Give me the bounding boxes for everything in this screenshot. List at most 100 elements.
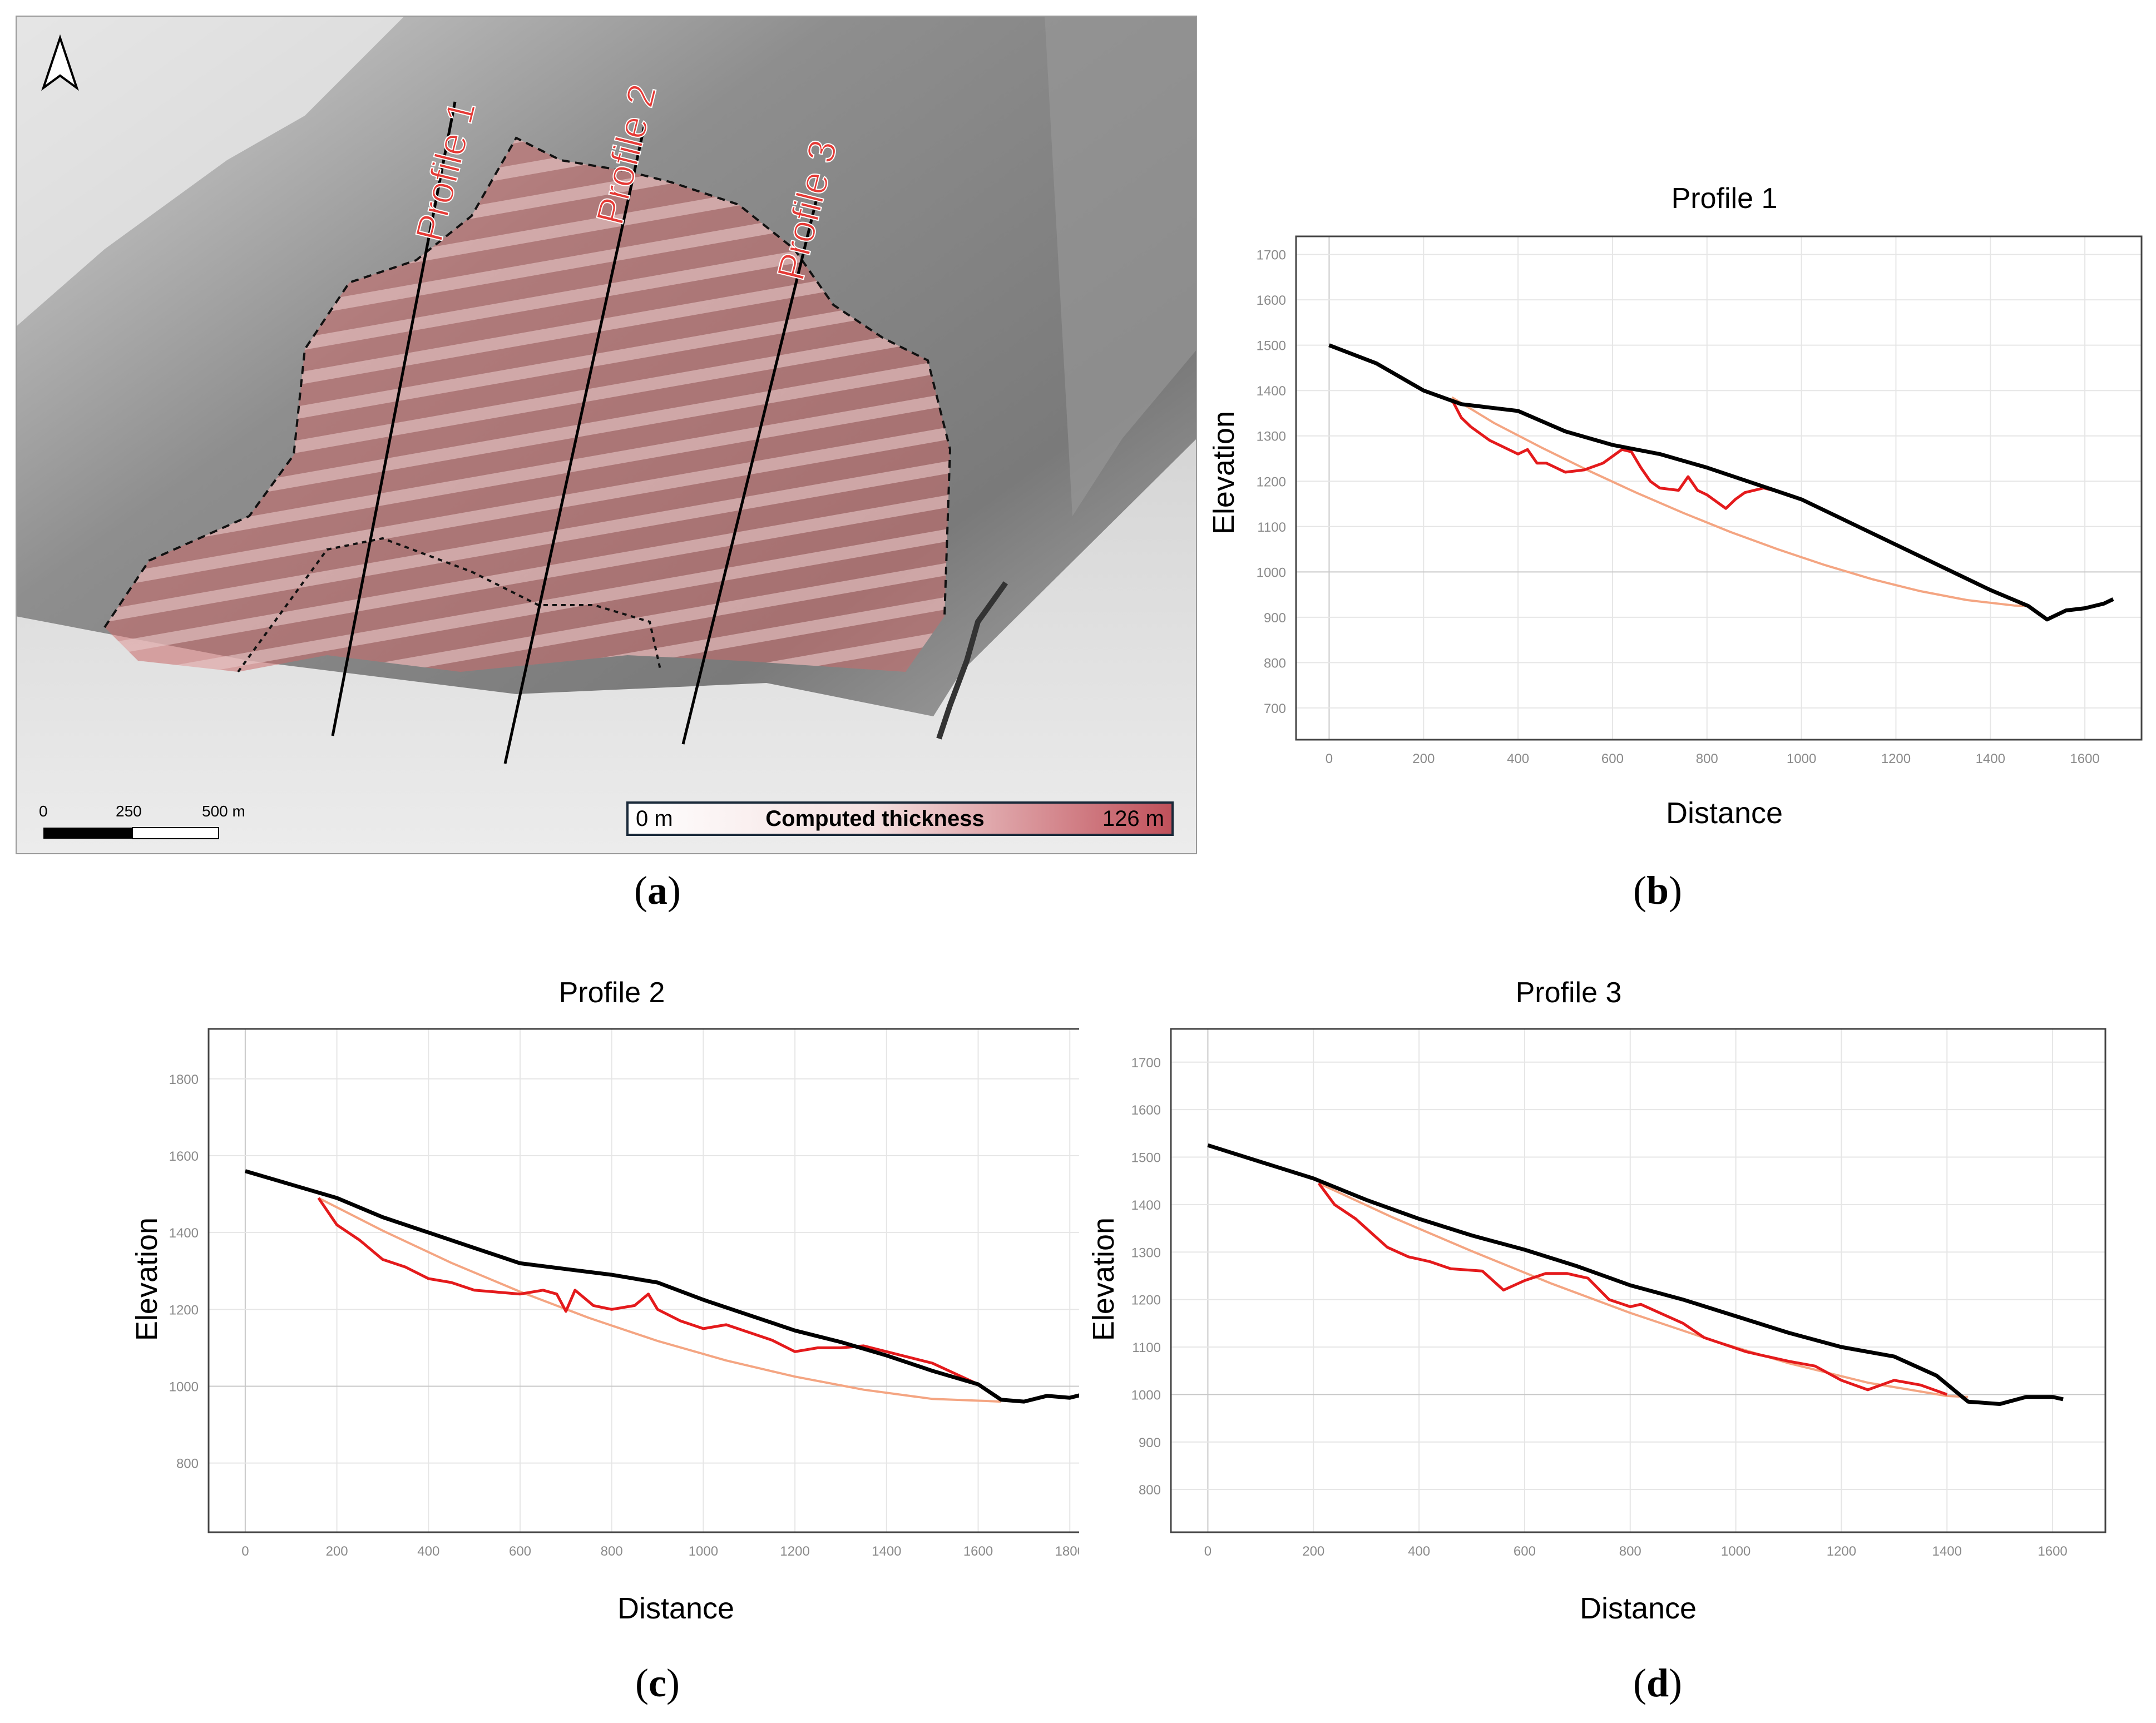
x-tick-label: 1000 [689, 1544, 718, 1559]
y-tick-label: 1400 [1257, 384, 1286, 399]
map-panel: Profile 1 Profile 2 Profile 3 0 250 500 … [16, 16, 1197, 854]
x-tick-label: 400 [417, 1544, 439, 1559]
y-axis-label: Elevation [130, 1217, 164, 1341]
y-tick-label: 1600 [169, 1149, 199, 1164]
x-tick-label: 1000 [1721, 1544, 1750, 1559]
x-tick-label: 1000 [1787, 751, 1816, 766]
y-axis-label: Elevation [1213, 411, 1240, 534]
x-tick-label: 0 [1326, 751, 1333, 766]
y-tick-label: 1200 [1131, 1293, 1161, 1308]
y-tick-label: 700 [1264, 701, 1286, 716]
y-tick-label: 1100 [1257, 520, 1286, 535]
series-line-topography [1328, 343, 2114, 622]
profile-2-line [503, 126, 646, 764]
y-tick-label: 1700 [1131, 1056, 1161, 1071]
series-line-computed-basal-surface [1450, 399, 2029, 607]
x-tick-label: 200 [1412, 751, 1435, 766]
y-tick-label: 1000 [169, 1379, 199, 1394]
x-tick-label: 600 [1514, 1544, 1536, 1559]
x-tick-label: 1400 [1932, 1544, 1962, 1559]
y-tick-label: 1000 [1257, 565, 1286, 580]
x-tick-label: 1400 [872, 1544, 901, 1559]
plot-frame [1170, 1028, 2106, 1533]
profile-3-line [681, 199, 818, 745]
plot-frame [1295, 235, 2143, 741]
profile-1-line [331, 101, 457, 736]
series-line-fitted-surface [1451, 396, 2029, 607]
y-tick-label: 1600 [1131, 1103, 1161, 1118]
y-tick-label: 800 [1264, 656, 1286, 671]
legend-title: Computed thickness [765, 806, 984, 831]
x-tick-label: 1400 [1976, 751, 2005, 766]
north-arrow-icon [41, 34, 79, 91]
x-tick-label: 600 [509, 1544, 531, 1559]
series-line-topography [1207, 1143, 2064, 1406]
y-tick-label: 1500 [1257, 339, 1286, 354]
series-line-topography [244, 1169, 1107, 1404]
x-tick-label: 800 [1696, 751, 1718, 766]
y-tick-label: 900 [1139, 1435, 1161, 1450]
valley-floor [16, 438, 1197, 854]
chart-title: Profile 1 [1672, 184, 1778, 215]
legend-max-label: 126 m [1102, 806, 1164, 831]
x-tick-label: 800 [601, 1544, 623, 1559]
scale-bar: 0 250 500 m [39, 803, 245, 839]
y-tick-label: 900 [1264, 611, 1286, 626]
inner-boundary [237, 537, 662, 673]
hillshade-map: Profile 1 Profile 2 Profile 3 0 250 500 … [16, 16, 1197, 854]
x-tick-label: 0 [1204, 1544, 1211, 1559]
y-tick-label: 1200 [1257, 474, 1286, 489]
chart-title: Profile 3 [1516, 979, 1622, 1009]
upper-slope-light [16, 16, 405, 327]
scale-label-500: 500 m [202, 803, 245, 820]
x-tick-label: 1600 [2038, 1544, 2067, 1559]
x-axis-label: Distance [1666, 796, 1783, 830]
x-tick-label: 400 [1408, 1544, 1430, 1559]
x-axis-label: Distance [617, 1592, 734, 1625]
series-line-fitted-surface [1318, 1182, 1969, 1398]
series-line-computed-basal-surface [1317, 1182, 1948, 1396]
x-tick-label: 400 [1507, 751, 1529, 766]
x-tick-label: 1600 [963, 1544, 993, 1559]
y-tick-label: 1400 [169, 1226, 199, 1241]
profile-3-chart: Profile 3 0 200 400 600 800 1000 1200 1400 1600 8… [1087, 977, 2147, 1646]
legend-min-label: 0 m [636, 806, 673, 831]
series-line-fitted-surface [318, 1197, 1001, 1403]
x-tick-label: 800 [1619, 1544, 1641, 1559]
y-axis-label: Elevation [1090, 1217, 1120, 1341]
y-tick-label: 800 [176, 1457, 199, 1472]
x-tick-label: 1200 [1827, 1544, 1856, 1559]
river-channel [936, 581, 1008, 740]
ridge-shadow [1045, 16, 1197, 516]
y-tick-label: 1200 [169, 1303, 199, 1318]
x-tick-label: 1800 [1055, 1544, 1079, 1559]
y-tick-label: 1300 [1257, 429, 1286, 444]
chart-title: Profile 2 [559, 979, 665, 1009]
y-tick-label: 1800 [169, 1072, 199, 1087]
x-tick-label: 600 [1601, 751, 1624, 766]
profile-2-chart: Profile 2 0 200 400 600 800 1000 1200 1400 1600 1… [111, 977, 1144, 1646]
x-tick-label: 1200 [1881, 751, 1911, 766]
landslide-thickness-overlay [105, 138, 950, 672]
y-tick-label: 1500 [1131, 1151, 1161, 1166]
caption-b: (b) [1633, 868, 1682, 913]
x-tick-label: 200 [326, 1544, 348, 1559]
y-tick-label: 1300 [1131, 1245, 1161, 1260]
thickness-legend: 0 m Computed thickness 126 m [626, 801, 1174, 836]
caption-a: (a) [634, 868, 681, 913]
scale-label-0: 0 [39, 803, 48, 820]
y-tick-label: 1100 [1132, 1340, 1161, 1355]
y-tick-label: 1400 [1131, 1198, 1161, 1213]
y-tick-label: 1700 [1257, 248, 1286, 263]
caption-d: (d) [1633, 1661, 1682, 1705]
x-tick-label: 200 [1302, 1544, 1324, 1559]
series-line-computed-basal-surface [317, 1197, 1002, 1401]
caption-c: (c) [635, 1661, 680, 1705]
y-tick-label: 800 [1139, 1483, 1161, 1498]
x-tick-label: 0 [241, 1544, 249, 1559]
x-axis-label: Distance [1580, 1592, 1697, 1625]
y-tick-label: 1000 [1131, 1388, 1161, 1403]
y-tick-label: 1600 [1257, 293, 1286, 308]
scale-label-250: 250 [116, 803, 142, 820]
map-frame [16, 16, 1197, 854]
